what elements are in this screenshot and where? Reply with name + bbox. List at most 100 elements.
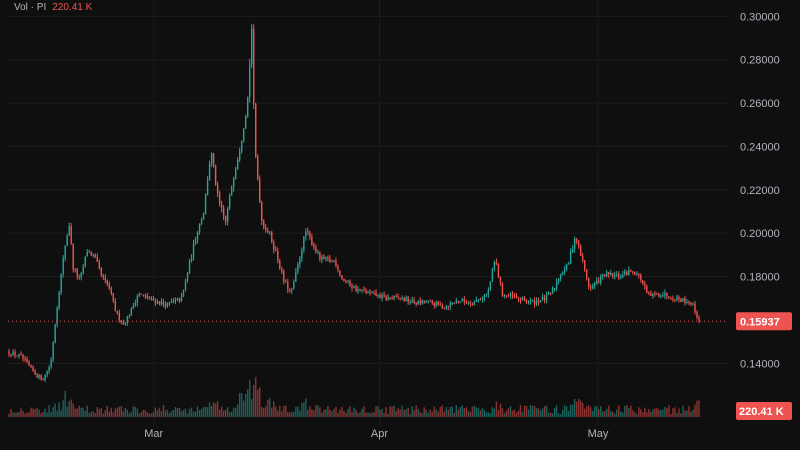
volume-bar — [642, 412, 644, 417]
volume-bar — [265, 406, 267, 417]
volume-bar — [535, 408, 538, 417]
candle-body — [76, 269, 78, 277]
volume-bar — [353, 407, 355, 417]
candle-body — [146, 295, 149, 299]
volume-bar — [618, 405, 620, 417]
volume-bar — [650, 411, 652, 417]
candle-body — [507, 295, 510, 297]
x-axis-tick-label: Mar — [144, 428, 163, 440]
candle-body — [206, 180, 209, 195]
volume-bar — [357, 412, 359, 417]
volume-bar — [152, 412, 155, 417]
candle-body — [234, 169, 237, 179]
candle-body — [240, 140, 243, 152]
candle-body — [216, 184, 219, 194]
volume-bar — [616, 409, 618, 417]
candle-body — [549, 292, 552, 294]
price-tag-label: 0.15937 — [740, 316, 780, 328]
candle-body — [658, 293, 660, 297]
volume-bar — [624, 406, 626, 417]
volume-bar — [411, 406, 413, 417]
candle-body — [128, 315, 131, 317]
candle-body — [174, 299, 177, 301]
volume-bar — [497, 410, 500, 417]
volume-bar — [638, 407, 640, 417]
candle-body — [72, 243, 74, 270]
y-axis-tick-label: 0.30000 — [740, 11, 780, 23]
candle-body — [317, 251, 319, 253]
candle-body — [407, 297, 409, 303]
volume-bar — [64, 390, 66, 417]
volume-bar — [323, 410, 325, 417]
volume-bar — [244, 393, 247, 417]
volume-bar — [662, 409, 664, 417]
candle-body — [620, 277, 622, 279]
volume-bar — [325, 409, 327, 417]
volume-bar — [253, 384, 255, 417]
candle-body — [698, 317, 700, 321]
candle-body — [152, 298, 155, 301]
candle-body — [265, 227, 267, 230]
candle-body — [46, 371, 48, 375]
volume-bar — [76, 408, 78, 417]
volume-bar — [94, 413, 96, 417]
candle-body — [132, 305, 135, 309]
volume-bar — [606, 408, 608, 417]
candle-body — [551, 288, 554, 294]
candle-body — [632, 271, 634, 273]
volume-bar — [477, 407, 480, 417]
volume-bar — [124, 407, 127, 417]
volume-bar — [465, 407, 468, 417]
candle-body — [499, 276, 502, 283]
volume-bar — [343, 410, 345, 417]
candle-body — [612, 272, 614, 277]
candle-body — [527, 302, 530, 304]
candle-body — [198, 223, 201, 233]
candle-body — [122, 322, 125, 324]
volume-bar — [475, 407, 478, 417]
volume-bar — [190, 407, 193, 417]
candle-body — [26, 359, 28, 362]
candle-body — [184, 281, 187, 290]
volume-bar — [583, 408, 586, 417]
candle-body — [459, 301, 462, 303]
volume-bar — [399, 409, 401, 417]
candle-body — [180, 296, 183, 302]
candle-body — [423, 300, 425, 303]
volume-bar — [479, 410, 482, 417]
volume-bar — [110, 407, 113, 417]
volume-bar — [307, 409, 309, 417]
volume-bar — [652, 409, 654, 417]
candle-body — [523, 297, 526, 301]
candle-body — [289, 289, 291, 291]
candle-body — [22, 354, 24, 359]
candle-body — [519, 298, 522, 301]
volume-legend-label: Vol · PI — [14, 1, 47, 13]
volume-bar — [28, 412, 30, 417]
volume-bar — [144, 410, 147, 417]
volume-bar — [658, 409, 660, 417]
candle-body — [88, 251, 90, 253]
volume-bar — [228, 412, 231, 417]
candle-body — [634, 271, 636, 275]
candle-body — [381, 294, 383, 299]
volume-bar — [261, 406, 263, 417]
candle-body — [525, 300, 528, 303]
volume-bar — [598, 409, 600, 417]
volume-bar — [551, 413, 554, 417]
y-axis-tick-label: 0.26000 — [740, 98, 780, 110]
candle-body — [395, 296, 397, 298]
volume-bar — [676, 413, 678, 417]
volume-bar — [112, 412, 115, 417]
volume-bar — [263, 407, 265, 417]
volume-bar — [429, 409, 431, 417]
volume-bar — [246, 389, 249, 417]
volume-bar — [461, 405, 464, 417]
candle-body — [106, 279, 108, 285]
volume-bar — [543, 405, 546, 417]
volume-bar — [678, 408, 680, 417]
volume-bar — [309, 406, 311, 417]
candle-body — [176, 298, 179, 300]
